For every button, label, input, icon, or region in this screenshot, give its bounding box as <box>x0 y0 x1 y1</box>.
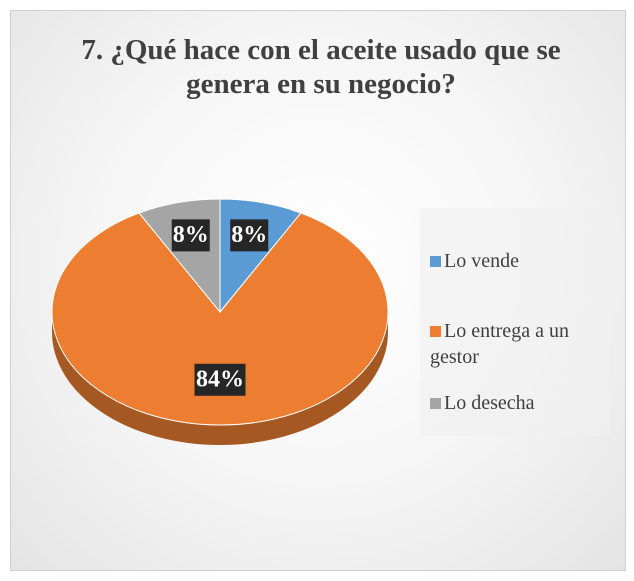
pie-slice <box>51 212 389 426</box>
chart-title: 7. ¿Qué hace con el aceite usado que se … <box>81 34 561 100</box>
legend-swatch <box>430 398 441 409</box>
data-label-box <box>230 219 269 252</box>
legend-swatch <box>430 256 441 267</box>
legend-item: Lo vende <box>430 248 605 274</box>
legend-item: Lo desecha <box>430 390 605 416</box>
data-label: 84% <box>196 366 244 392</box>
pie-side <box>52 312 388 445</box>
legend-label: Lo vende <box>444 250 519 272</box>
data-label: 8% <box>173 222 209 248</box>
legend-label: Lo entrega a un gestor <box>430 320 569 368</box>
legend-label: Lo desecha <box>444 392 535 414</box>
data-label: 8% <box>231 222 267 248</box>
legend-item: Lo entrega a un gestor <box>430 318 605 370</box>
data-label-box <box>171 219 210 252</box>
legend: Lo vende Lo entrega a un gestor Lo desecha <box>420 208 610 436</box>
legend-swatch <box>430 326 441 337</box>
data-label-box <box>194 363 246 396</box>
